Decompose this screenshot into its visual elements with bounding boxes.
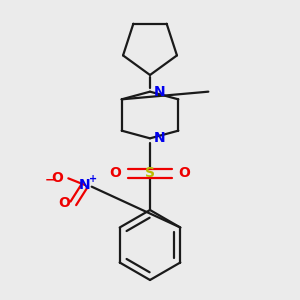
Text: N: N	[154, 131, 166, 145]
Text: O: O	[178, 166, 190, 180]
Text: S: S	[145, 166, 155, 180]
Text: +: +	[89, 174, 98, 184]
Text: N: N	[79, 178, 91, 192]
Text: O: O	[52, 171, 64, 185]
Text: O: O	[58, 196, 70, 210]
Text: −: −	[45, 173, 55, 187]
Text: O: O	[110, 166, 122, 180]
Text: N: N	[154, 85, 166, 99]
